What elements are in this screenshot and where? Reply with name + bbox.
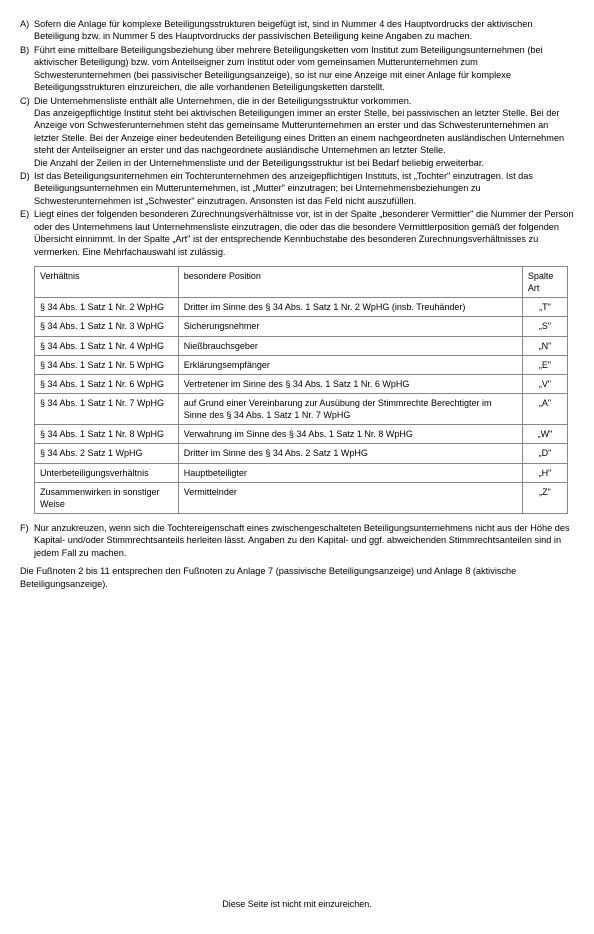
item-d-text: Ist das Beteiligungsunternehmen ein Toch… [34, 170, 574, 207]
item-a-letter: A) [20, 18, 34, 43]
header-art: Spalte Art [522, 267, 567, 298]
cell-art: „W" [522, 425, 567, 444]
cell-position: Vertretener im Sinne des § 34 Abs. 1 Sat… [178, 374, 522, 393]
cell-art: „A" [522, 394, 567, 425]
cell-art: „T" [522, 298, 567, 317]
cell-verhaeltnis: § 34 Abs. 1 Satz 1 Nr. 4 WpHG [35, 336, 179, 355]
document-body: A) Sofern die Anlage für komplexe Beteil… [20, 18, 574, 590]
item-b: B) Führt eine mittelbare Beteiligungsbez… [20, 44, 574, 94]
item-d: D) Ist das Beteiligungsunternehmen ein T… [20, 170, 574, 207]
item-d-letter: D) [20, 170, 34, 207]
ratio-table: Verhältnis besondere Position Spalte Art… [34, 266, 568, 514]
item-b-letter: B) [20, 44, 34, 94]
cell-verhaeltnis: § 34 Abs. 2 Satz 1 WpHG [35, 444, 179, 463]
item-c-p1: Die Unternehmensliste enthält alle Unter… [34, 95, 574, 107]
cell-position: Erklärungsempfänger [178, 355, 522, 374]
cell-art: „N" [522, 336, 567, 355]
cell-verhaeltnis: § 34 Abs. 1 Satz 1 Nr. 8 WpHG [35, 425, 179, 444]
cell-position: Vermittelnder [178, 482, 522, 513]
item-f: F) Nur anzukreuzen, wenn sich die Tochte… [20, 522, 574, 559]
cell-verhaeltnis: § 34 Abs. 1 Satz 1 Nr. 3 WpHG [35, 317, 179, 336]
page-footer: Diese Seite ist nicht mit einzureichen. [0, 898, 594, 910]
cell-verhaeltnis: § 34 Abs. 1 Satz 1 Nr. 6 WpHG [35, 374, 179, 393]
cell-verhaeltnis: Zusammenwirken in sonstiger Weise [35, 482, 179, 513]
table-row: § 34 Abs. 1 Satz 1 Nr. 6 WpHGVertretener… [35, 374, 568, 393]
table-row: § 34 Abs. 1 Satz 1 Nr. 2 WpHGDritter im … [35, 298, 568, 317]
item-c-letter: C) [20, 95, 34, 170]
item-c: C) Die Unternehmensliste enthält alle Un… [20, 95, 574, 170]
table-row: § 34 Abs. 1 Satz 1 Nr. 5 WpHGErklärungse… [35, 355, 568, 374]
table-row: § 34 Abs. 1 Satz 1 Nr. 3 WpHGSicherungsn… [35, 317, 568, 336]
cell-art: „E" [522, 355, 567, 374]
item-e-letter: E) [20, 208, 34, 258]
item-a-text: Sofern die Anlage für komplexe Beteiligu… [34, 18, 574, 43]
cell-position: Verwahrung im Sinne des § 34 Abs. 1 Satz… [178, 425, 522, 444]
cell-verhaeltnis: § 34 Abs. 1 Satz 1 Nr. 2 WpHG [35, 298, 179, 317]
header-position: besondere Position [178, 267, 522, 298]
table-row: § 34 Abs. 1 Satz 1 Nr. 7 WpHGauf Grund e… [35, 394, 568, 425]
cell-art: „Z" [522, 482, 567, 513]
table-body: § 34 Abs. 1 Satz 1 Nr. 2 WpHGDritter im … [35, 298, 568, 514]
item-f-text: Nur anzukreuzen, wenn sich die Tochterei… [34, 522, 574, 559]
item-f-letter: F) [20, 522, 34, 559]
cell-verhaeltnis: § 34 Abs. 1 Satz 1 Nr. 7 WpHG [35, 394, 179, 425]
item-b-text: Führt eine mittelbare Beteiligungsbezieh… [34, 44, 574, 94]
item-a: A) Sofern die Anlage für komplexe Beteil… [20, 18, 574, 43]
cell-art: „S" [522, 317, 567, 336]
table-row: Zusammenwirken in sonstiger WeiseVermitt… [35, 482, 568, 513]
cell-position: Dritter im Sinne des § 34 Abs. 2 Satz 1 … [178, 444, 522, 463]
item-c-p2: Das anzeigepflichtige Institut steht bei… [34, 107, 574, 157]
table-row: § 34 Abs. 1 Satz 1 Nr. 4 WpHGNießbrauchs… [35, 336, 568, 355]
item-e-text: Liegt eines der folgenden besonderen Zur… [34, 208, 574, 258]
cell-verhaeltnis: Unterbeteiligungsverhältnis [35, 463, 179, 482]
footnote-paragraph: Die Fußnoten 2 bis 11 entsprechen den Fu… [20, 565, 574, 590]
cell-art: „D" [522, 444, 567, 463]
table-row: § 34 Abs. 2 Satz 1 WpHGDritter im Sinne … [35, 444, 568, 463]
item-c-p3: Die Anzahl der Zeilen in der Unternehmen… [34, 157, 574, 169]
table-row: § 34 Abs. 1 Satz 1 Nr. 8 WpHGVerwahrung … [35, 425, 568, 444]
item-e: E) Liegt eines der folgenden besonderen … [20, 208, 574, 258]
cell-art: „V" [522, 374, 567, 393]
cell-position: auf Grund einer Vereinbarung zur Ausübun… [178, 394, 522, 425]
cell-position: Nießbrauchsgeber [178, 336, 522, 355]
cell-position: Sicherungsnehmer [178, 317, 522, 336]
cell-position: Hauptbeteiligter [178, 463, 522, 482]
cell-verhaeltnis: § 34 Abs. 1 Satz 1 Nr. 5 WpHG [35, 355, 179, 374]
table-row: UnterbeteiligungsverhältnisHauptbeteilig… [35, 463, 568, 482]
cell-position: Dritter im Sinne des § 34 Abs. 1 Satz 1 … [178, 298, 522, 317]
header-verhaeltnis: Verhältnis [35, 267, 179, 298]
cell-art: „H" [522, 463, 567, 482]
table-header-row: Verhältnis besondere Position Spalte Art [35, 267, 568, 298]
